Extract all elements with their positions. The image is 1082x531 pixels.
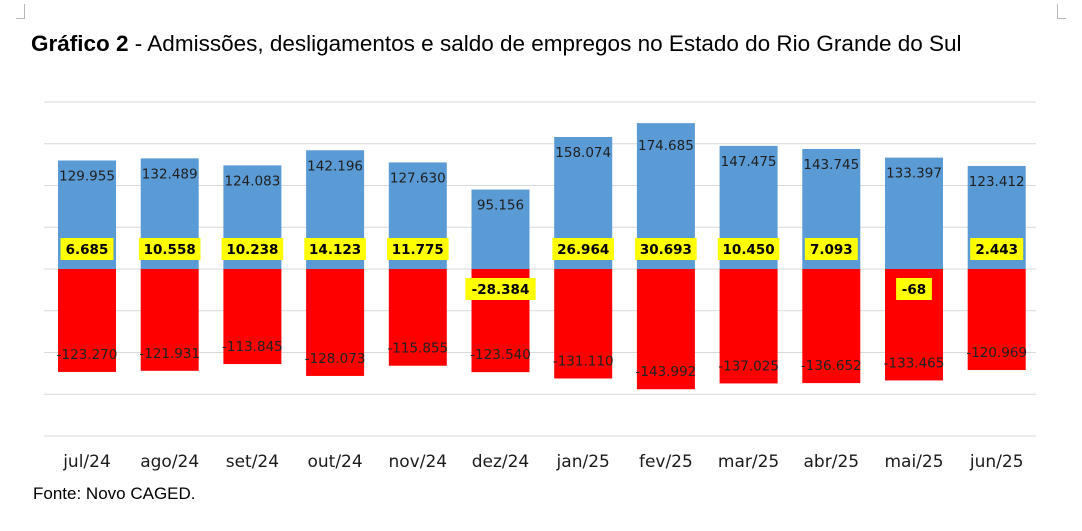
x-tick-label: fev/25	[639, 452, 693, 472]
balance-label-box	[304, 238, 366, 260]
balance-label-box	[896, 278, 932, 300]
dismissals-data-label: -121.931	[139, 346, 200, 362]
balance-data-label: 10.558	[144, 242, 196, 258]
admissions-data-label: 132.489	[142, 166, 198, 182]
dismissals-bar	[388, 269, 447, 366]
admissions-bar	[471, 189, 530, 269]
dismissals-data-label: -120.969	[966, 345, 1027, 361]
x-tick-label: mai/25	[884, 452, 943, 472]
balance-data-label: -68	[902, 282, 926, 298]
dismissals-bar	[967, 269, 1026, 371]
dismissals-data-label: -133.465	[884, 355, 945, 371]
dismissals-data-label: -131.110	[553, 353, 614, 369]
admissions-data-label: 127.630	[390, 170, 446, 186]
chart-title-bold: Gráfico 2	[31, 31, 129, 56]
balance-data-label: 6.685	[66, 242, 109, 258]
page-corner-mark-left	[16, 4, 25, 19]
balance-label-box	[635, 238, 697, 260]
balance-label-box	[387, 238, 449, 260]
admissions-data-label: 142.196	[307, 158, 363, 174]
dismissals-bar	[636, 269, 695, 390]
dismissals-data-label: -115.855	[387, 341, 448, 357]
balance-data-label: 14.123	[309, 242, 361, 258]
dismissals-data-label: -123.540	[470, 347, 531, 363]
balance-label-box	[138, 238, 201, 260]
x-tick-label: out/24	[307, 452, 362, 472]
admissions-data-label: 124.083	[224, 173, 280, 189]
dismissals-bar	[554, 269, 613, 379]
x-tick-label: ago/24	[140, 452, 199, 472]
admissions-data-label: 123.412	[969, 174, 1025, 190]
x-tick-label: set/24	[226, 452, 279, 472]
admissions-data-label: 95.156	[477, 198, 524, 214]
x-tick-label: jan/25	[556, 452, 610, 472]
dismissals-data-label: -128.073	[305, 351, 366, 367]
x-tick-label: jul/24	[62, 452, 111, 472]
chart-source: Fonte: Novo CAGED.	[33, 484, 196, 503]
dismissals-bar	[306, 269, 365, 376]
balance-data-label: 30.693	[640, 242, 692, 258]
balance-data-label: -28.384	[472, 282, 530, 298]
balance-label-box	[60, 238, 114, 260]
balance-data-label: 10.238	[226, 242, 278, 258]
dismissals-data-label: -123.270	[57, 347, 118, 363]
chart-title: Gráfico 2 - Admissões, desligamentos e s…	[31, 30, 1071, 58]
admissions-bar	[885, 157, 943, 269]
dismissals-bar	[223, 269, 282, 365]
x-tick-label: nov/24	[388, 452, 447, 472]
admissions-data-label: 133.397	[886, 166, 942, 182]
x-tick-label: mar/25	[718, 452, 779, 472]
page-corner-mark-right	[1057, 4, 1066, 19]
chart-title-text: - Admissões, desligamentos e saldo de em…	[128, 31, 962, 56]
balance-data-label: 7.093	[810, 242, 853, 258]
x-tick-label: dez/24	[472, 452, 530, 472]
dismissals-data-label: -113.845	[222, 339, 283, 355]
x-tick-label: abr/25	[804, 452, 860, 472]
x-tick-label: jun/25	[969, 452, 1024, 472]
admissions-data-label: 174.685	[638, 138, 694, 154]
dismissals-bar	[802, 269, 861, 384]
dismissals-data-label: -137.025	[718, 358, 779, 374]
balance-label-box	[552, 238, 614, 260]
admissions-data-label: 129.955	[59, 168, 115, 184]
dismissals-data-label: -136.652	[801, 358, 862, 374]
dismissals-data-label: -143.992	[636, 364, 697, 380]
admissions-data-label: 147.475	[721, 154, 777, 170]
balance-data-label: 2.443	[975, 242, 1018, 258]
admissions-data-label: 143.745	[803, 157, 859, 173]
balance-label-box	[221, 238, 284, 260]
balance-label-box	[804, 238, 858, 260]
admissions-data-label: 158.074	[555, 145, 611, 161]
balance-data-label: 10.450	[723, 242, 775, 258]
balance-data-label: 26.964	[557, 242, 609, 258]
dismissals-bar	[719, 269, 778, 384]
balance-label-box	[717, 238, 780, 260]
balance-data-label: 11.775	[392, 242, 444, 258]
dismissals-bar	[140, 269, 199, 371]
dismissals-bar	[58, 269, 116, 372]
balance-label-box	[465, 278, 536, 300]
balance-label-box	[970, 238, 1024, 260]
